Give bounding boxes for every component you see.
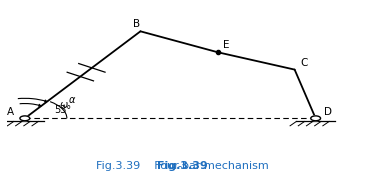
Circle shape xyxy=(20,116,30,121)
Text: ω: ω xyxy=(60,100,68,110)
Text: 53°: 53° xyxy=(55,105,72,115)
Text: A: A xyxy=(7,107,14,117)
Text: Fig.3.39    Four-bar mechanism: Fig.3.39 Four-bar mechanism xyxy=(96,161,269,171)
Text: D: D xyxy=(324,107,333,117)
Text: E: E xyxy=(223,40,229,50)
Text: B: B xyxy=(133,19,141,29)
Text: Fig.3.39: Fig.3.39 xyxy=(157,161,208,171)
Text: C: C xyxy=(300,58,307,68)
Circle shape xyxy=(311,116,320,121)
Text: α: α xyxy=(69,95,75,105)
